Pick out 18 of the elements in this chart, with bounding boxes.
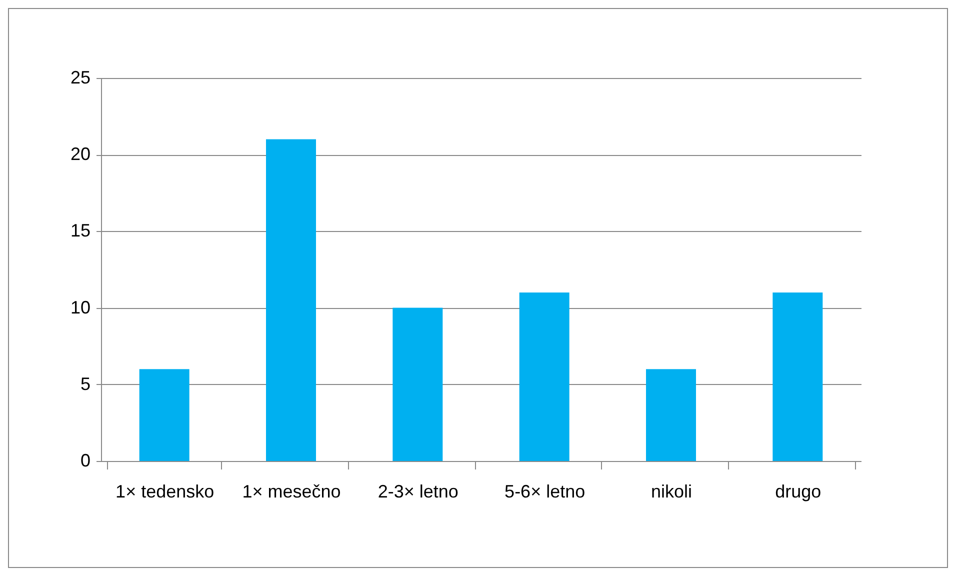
bar [772, 292, 823, 461]
bar [139, 369, 190, 461]
y-tick-label: 20 [70, 144, 90, 164]
x-tick-label: drugo [775, 482, 822, 502]
y-tick-label: 25 [70, 68, 90, 88]
y-tick-label: 5 [80, 374, 90, 394]
y-tick-label: 0 [80, 450, 90, 470]
x-tick-label: 2-3× letno [378, 482, 458, 502]
y-tick-label: 10 [70, 297, 90, 318]
x-tick-label: 1× mesečno [242, 482, 341, 502]
x-tick-label: nikoli [650, 482, 692, 502]
x-tick-label: 1× tedensko [116, 482, 214, 502]
y-tick-label: 15 [70, 220, 90, 241]
bar [519, 292, 570, 461]
bar [266, 139, 316, 461]
bar [392, 308, 443, 461]
bar [646, 369, 696, 461]
x-tick-label: 5-6× letno [504, 482, 586, 502]
